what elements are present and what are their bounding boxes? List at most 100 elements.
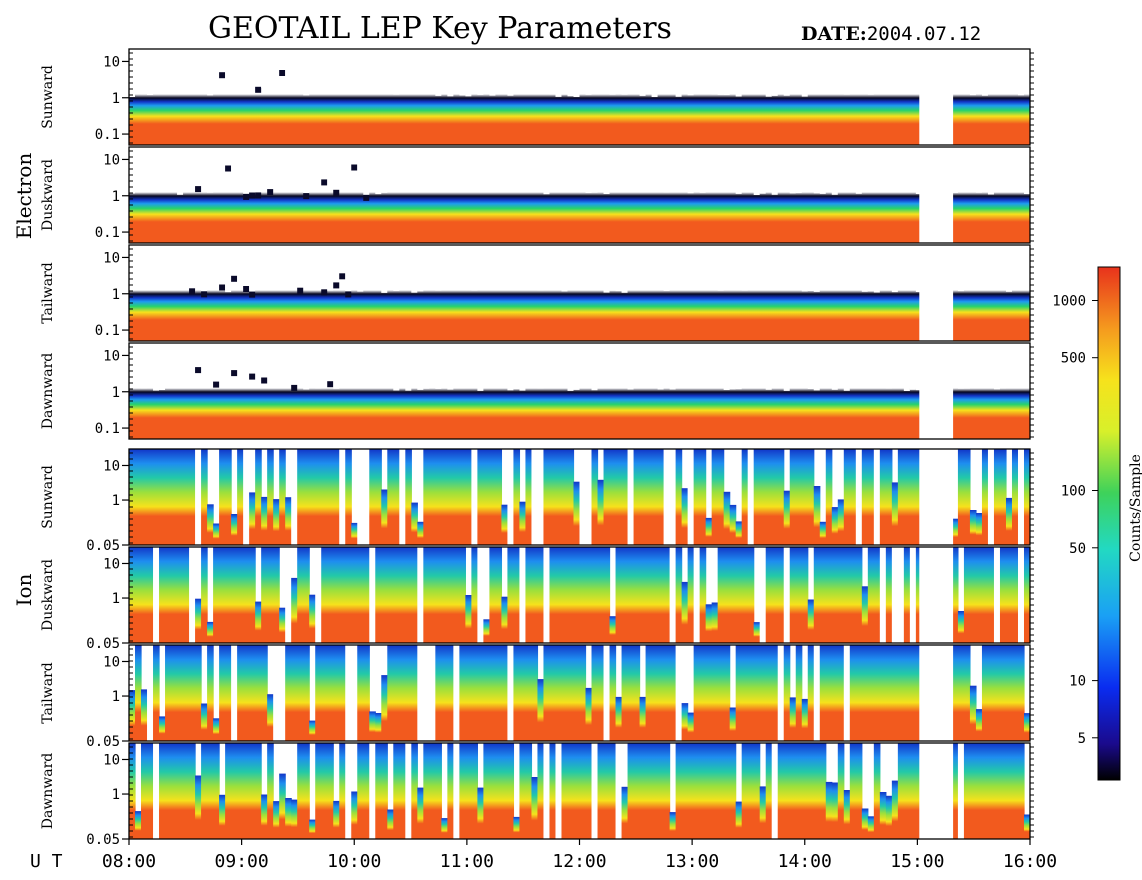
colorbar-tick-label: 5 <box>1078 731 1086 747</box>
envelope-mask <box>333 343 340 389</box>
y-tick-label: 10 <box>103 250 120 266</box>
envelope-mask <box>831 245 839 285</box>
envelope-mask <box>585 245 593 289</box>
spectrogram-column <box>297 147 304 243</box>
envelope-mask <box>147 245 154 289</box>
spectrogram-column <box>345 147 352 243</box>
envelope-mask <box>219 343 226 369</box>
spectrogram-column <box>183 343 190 439</box>
spectrogram-column <box>897 449 905 545</box>
envelope-mask <box>837 49 845 93</box>
spectrogram-column <box>573 645 581 741</box>
envelope-spike <box>231 275 238 282</box>
spectrogram-column <box>471 743 478 839</box>
envelope-mask <box>477 343 484 391</box>
envelope-mask <box>393 147 400 188</box>
spectrogram-column <box>525 245 533 341</box>
envelope-mask <box>363 49 370 82</box>
envelope-mask <box>387 245 394 284</box>
spectrogram-column <box>777 245 785 341</box>
spectrogram <box>129 743 1030 839</box>
envelope-mask <box>789 49 797 91</box>
envelope-mask <box>711 343 719 386</box>
envelope-mask <box>129 343 136 386</box>
envelope-mask <box>555 147 563 187</box>
spectrogram-column <box>825 49 833 145</box>
spectrogram-column <box>813 49 821 145</box>
envelope-mask <box>429 49 436 89</box>
spectrogram-column <box>345 449 352 545</box>
spectrogram-column <box>171 343 178 439</box>
envelope-mask <box>417 147 424 186</box>
spectrogram-column <box>633 245 641 341</box>
envelope-mask <box>471 49 478 88</box>
envelope-mask <box>753 147 761 195</box>
spectrogram-column <box>261 794 268 839</box>
spectrogram-column <box>567 343 575 439</box>
envelope-mask <box>393 245 400 291</box>
panels-layer: 1010.1Sunward1010.1Duskward1010.1Tailwar… <box>40 48 1034 848</box>
envelope-mask <box>345 343 352 376</box>
envelope-mask <box>873 49 881 94</box>
envelope-mask <box>879 49 887 89</box>
spectrogram-column <box>495 449 503 545</box>
spectrogram <box>129 147 1030 243</box>
envelope-mask <box>465 49 472 97</box>
spectrogram-column <box>1011 343 1019 439</box>
spectrogram-column <box>237 49 244 145</box>
envelope-mask <box>1023 343 1030 388</box>
spectrogram-column <box>735 521 743 545</box>
envelope-mask <box>723 49 731 95</box>
spectrogram-column <box>909 645 917 741</box>
spectrogram-column <box>423 245 430 341</box>
spectrogram-column <box>201 49 208 145</box>
spectrogram-column <box>441 449 448 545</box>
envelope-mask <box>951 245 959 289</box>
spectrogram-column <box>861 49 869 145</box>
spectrogram-column <box>825 547 833 643</box>
spectrogram-column <box>369 343 376 439</box>
spectrogram-column <box>405 245 412 341</box>
spectrogram-column <box>129 743 136 839</box>
spectrogram-column <box>687 343 695 439</box>
spectrogram-column <box>783 49 791 145</box>
spectrogram-column <box>657 49 665 145</box>
spectrogram-column <box>489 49 497 145</box>
spectrogram-column <box>453 743 460 839</box>
spectrogram <box>129 343 1030 439</box>
envelope-mask <box>765 245 773 288</box>
spectrogram-column <box>297 343 304 439</box>
spectrogram-column <box>783 547 791 643</box>
spectrogram-column <box>369 49 376 145</box>
spectrogram-column <box>849 645 857 741</box>
envelope-mask <box>861 245 869 292</box>
spectrogram-column <box>825 245 833 341</box>
envelope-mask <box>585 343 593 384</box>
spectrogram-column <box>441 49 448 145</box>
envelope-mask <box>261 147 268 177</box>
envelope-mask <box>813 245 821 292</box>
spectrogram-column <box>639 696 647 741</box>
spectrogram-column <box>477 49 484 145</box>
envelope-mask <box>1017 245 1025 286</box>
envelope-mask <box>285 343 292 374</box>
envelope-mask <box>381 245 388 293</box>
envelope-mask <box>537 343 545 389</box>
spectrogram-column <box>579 245 587 341</box>
spectrogram-column <box>543 547 551 643</box>
spectrogram-column <box>663 147 671 243</box>
envelope-mask <box>231 343 238 371</box>
spectrogram-column <box>657 743 665 839</box>
spectrogram-column <box>165 547 172 643</box>
spectrogram-column <box>699 147 707 243</box>
envelope-mask <box>873 245 881 293</box>
spectrogram-column <box>573 547 581 643</box>
spectrogram-column <box>579 449 587 545</box>
envelope-mask <box>159 49 166 92</box>
envelope-mask <box>699 343 707 382</box>
spectrogram-column <box>519 147 527 243</box>
envelope-mask <box>897 343 905 387</box>
envelope-spike <box>339 273 346 280</box>
spectrogram-column <box>999 343 1007 439</box>
